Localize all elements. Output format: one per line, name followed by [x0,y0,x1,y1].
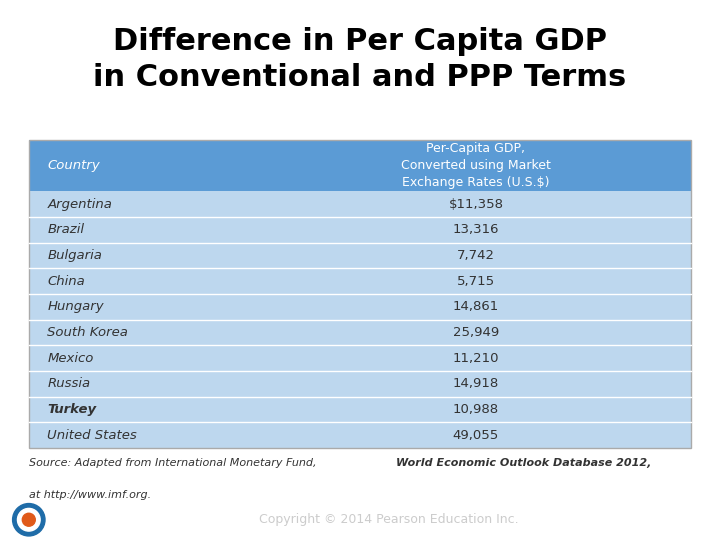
FancyBboxPatch shape [29,397,691,422]
Text: Bulgaria: Bulgaria [48,249,102,262]
Text: 14,918: 14,918 [453,377,499,390]
FancyBboxPatch shape [29,346,691,371]
Text: 49,055: 49,055 [453,429,499,442]
Text: 7,742: 7,742 [457,249,495,262]
Text: Brazil: Brazil [48,223,84,236]
FancyBboxPatch shape [29,217,691,242]
Circle shape [17,509,40,531]
Text: Per-Capita GDP,
Converted using Market
Exchange Rates (U.S.$): Per-Capita GDP, Converted using Market E… [401,143,551,190]
Text: Hungary: Hungary [48,300,104,313]
Text: 10,988: 10,988 [453,403,499,416]
Text: 11,210: 11,210 [453,352,499,365]
Text: 13,316: 13,316 [453,223,499,236]
FancyBboxPatch shape [29,191,691,217]
Text: United States: United States [48,429,137,442]
Text: South Korea: South Korea [48,326,128,339]
Text: Russia: Russia [48,377,91,390]
Text: 14,861: 14,861 [453,300,499,313]
Text: at http://www.imf.org.: at http://www.imf.org. [29,489,151,500]
Text: $11,358: $11,358 [449,198,503,211]
Text: Mexico: Mexico [48,352,94,365]
Text: China: China [48,275,85,288]
Text: 5,715: 5,715 [457,275,495,288]
Circle shape [22,513,35,526]
Text: Source: Adapted from International Monetary Fund,: Source: Adapted from International Monet… [29,458,320,468]
Text: 25,949: 25,949 [453,326,499,339]
FancyBboxPatch shape [29,242,691,268]
Circle shape [12,503,45,536]
FancyBboxPatch shape [29,140,691,191]
Text: World Economic Outlook Database 2012,: World Economic Outlook Database 2012, [397,458,652,468]
FancyBboxPatch shape [29,268,691,294]
Text: Argentina: Argentina [48,198,112,211]
Text: Copyright © 2014 Pearson Education Inc.: Copyright © 2014 Pearson Education Inc. [259,513,518,526]
FancyBboxPatch shape [29,371,691,397]
FancyBboxPatch shape [29,422,691,448]
Text: Turkey: Turkey [48,403,96,416]
FancyBboxPatch shape [29,320,691,346]
Text: Country: Country [48,159,100,172]
FancyBboxPatch shape [29,294,691,320]
Text: Difference in Per Capita GDP
in Conventional and PPP Terms: Difference in Per Capita GDP in Conventi… [94,27,626,92]
